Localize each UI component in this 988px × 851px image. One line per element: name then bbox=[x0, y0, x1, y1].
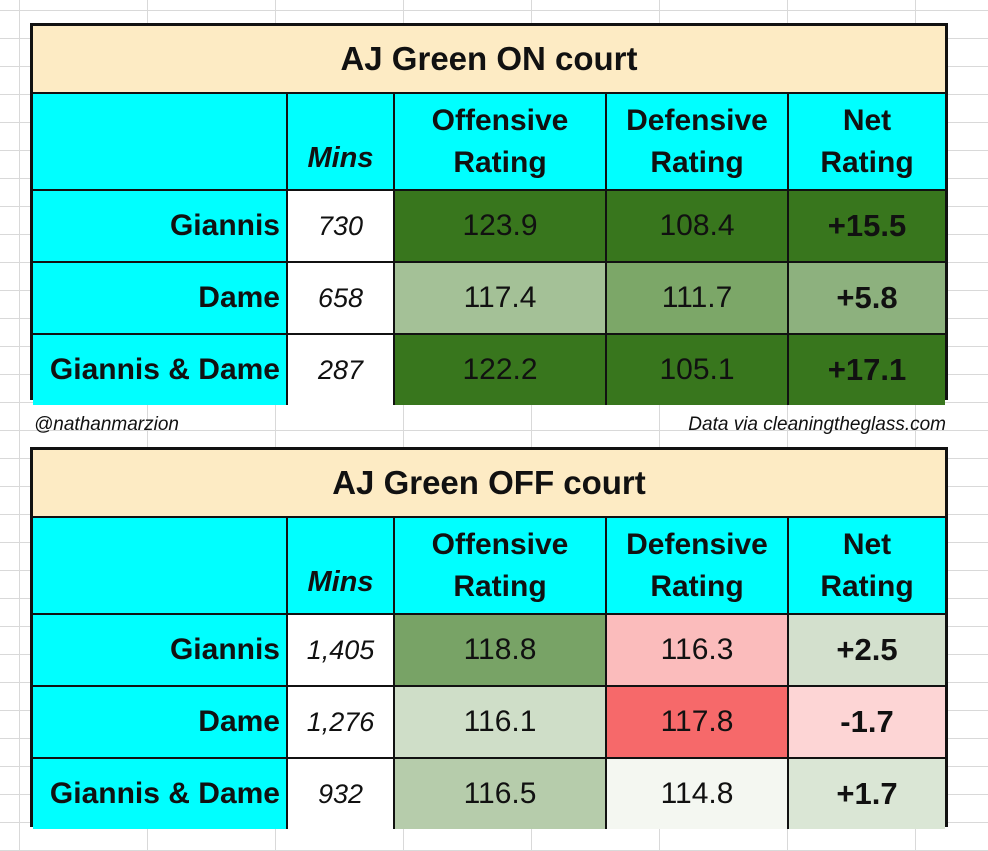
header-net-rating: Net Rating bbox=[789, 518, 945, 613]
off-court-table: AJ Green OFF court Mins Offensive Rating… bbox=[30, 447, 948, 829]
header-net-line1: Net bbox=[842, 527, 892, 561]
header-defensive-line2: Rating bbox=[650, 569, 744, 603]
mins-cell: 1,405 bbox=[288, 615, 395, 685]
header-blank-cell bbox=[33, 518, 288, 613]
header-net-rating: Net Rating bbox=[789, 94, 945, 189]
table-row: Dame 658 117.4 111.7 +5.8 bbox=[33, 263, 945, 335]
header-defensive-rating: Defensive Rating bbox=[607, 94, 789, 189]
row-label: Giannis & Dame bbox=[33, 335, 288, 405]
header-net-line2: Rating bbox=[820, 569, 914, 603]
offensive-rating-cell: 118.8 bbox=[395, 615, 607, 685]
defensive-rating-cell: 116.3 bbox=[607, 615, 789, 685]
header-net-line2: Rating bbox=[820, 145, 914, 179]
offensive-rating-cell: 123.9 bbox=[395, 191, 607, 261]
offensive-rating-cell: 116.1 bbox=[395, 687, 607, 757]
net-rating-cell: +17.1 bbox=[789, 335, 945, 405]
header-offensive-rating: Offensive Rating bbox=[395, 94, 607, 189]
header-offensive-line1: Offensive bbox=[431, 527, 569, 561]
mins-cell: 932 bbox=[288, 759, 395, 829]
net-rating-cell: +1.7 bbox=[789, 759, 945, 829]
off-court-title: AJ Green OFF court bbox=[33, 450, 945, 518]
header-offensive-line2: Rating bbox=[453, 569, 547, 603]
header-defensive-line1: Defensive bbox=[626, 527, 768, 561]
table-row: Dame 1,276 116.1 117.8 -1.7 bbox=[33, 687, 945, 759]
net-rating-cell: +2.5 bbox=[789, 615, 945, 685]
credits-row: @nathanmarzion Data via cleaningtheglass… bbox=[34, 411, 946, 439]
table-row: Giannis 1,405 118.8 116.3 +2.5 bbox=[33, 615, 945, 687]
row-label: Dame bbox=[33, 687, 288, 757]
offensive-rating-cell: 116.5 bbox=[395, 759, 607, 829]
header-net-line1: Net bbox=[842, 103, 892, 137]
header-mins: Mins bbox=[288, 518, 395, 613]
data-source-credit: Data via cleaningtheglass.com bbox=[688, 414, 946, 435]
offensive-rating-cell: 122.2 bbox=[395, 335, 607, 405]
net-rating-cell: +5.8 bbox=[789, 263, 945, 333]
defensive-rating-cell: 117.8 bbox=[607, 687, 789, 757]
mins-cell: 730 bbox=[288, 191, 395, 261]
header-row: Mins Offensive Rating Defensive Rating N… bbox=[33, 94, 945, 191]
on-court-table: AJ Green ON court Mins Offensive Rating … bbox=[30, 23, 948, 405]
defensive-rating-cell: 111.7 bbox=[607, 263, 789, 333]
mins-cell: 658 bbox=[288, 263, 395, 333]
row-label: Giannis & Dame bbox=[33, 759, 288, 829]
on-court-title: AJ Green ON court bbox=[33, 26, 945, 94]
table-row: Giannis 730 123.9 108.4 +15.5 bbox=[33, 191, 945, 263]
header-defensive-line2: Rating bbox=[650, 145, 744, 179]
mins-cell: 1,276 bbox=[288, 687, 395, 757]
header-offensive-line2: Rating bbox=[453, 145, 547, 179]
offensive-rating-cell: 117.4 bbox=[395, 263, 607, 333]
header-offensive-rating: Offensive Rating bbox=[395, 518, 607, 613]
header-defensive-line1: Defensive bbox=[626, 103, 768, 137]
net-rating-cell: -1.7 bbox=[789, 687, 945, 757]
defensive-rating-cell: 108.4 bbox=[607, 191, 789, 261]
author-credit: @nathanmarzion bbox=[34, 414, 179, 435]
defensive-rating-cell: 114.8 bbox=[607, 759, 789, 829]
mins-cell: 287 bbox=[288, 335, 395, 405]
table-row: Giannis & Dame 287 122.2 105.1 +17.1 bbox=[33, 335, 945, 405]
row-label: Giannis bbox=[33, 191, 288, 261]
row-label: Dame bbox=[33, 263, 288, 333]
header-defensive-rating: Defensive Rating bbox=[607, 518, 789, 613]
net-rating-cell: +15.5 bbox=[789, 191, 945, 261]
row-label: Giannis bbox=[33, 615, 288, 685]
table-row: Giannis & Dame 932 116.5 114.8 +1.7 bbox=[33, 759, 945, 829]
header-offensive-line1: Offensive bbox=[431, 103, 569, 137]
defensive-rating-cell: 105.1 bbox=[607, 335, 789, 405]
header-mins: Mins bbox=[288, 94, 395, 189]
header-blank-cell bbox=[33, 94, 288, 189]
header-row: Mins Offensive Rating Defensive Rating N… bbox=[33, 518, 945, 615]
